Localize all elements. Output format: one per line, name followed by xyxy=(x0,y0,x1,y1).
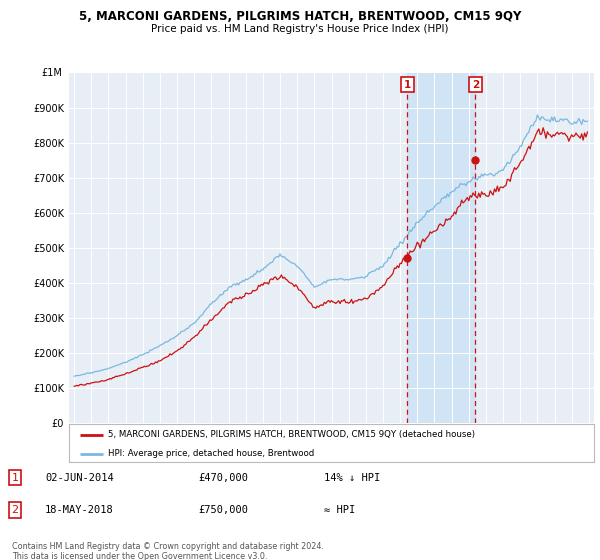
Text: ≈ HPI: ≈ HPI xyxy=(324,505,355,515)
Text: £1M: £1M xyxy=(41,68,62,78)
Text: £750,000: £750,000 xyxy=(198,505,248,515)
Bar xyxy=(407,73,475,423)
Text: Price paid vs. HM Land Registry's House Price Index (HPI): Price paid vs. HM Land Registry's House … xyxy=(151,24,449,34)
Text: HPI: Average price, detached house, Brentwood: HPI: Average price, detached house, Bren… xyxy=(109,449,314,458)
Text: 1: 1 xyxy=(404,80,411,90)
Text: Contains HM Land Registry data © Crown copyright and database right 2024.
This d: Contains HM Land Registry data © Crown c… xyxy=(12,542,324,560)
Text: 2: 2 xyxy=(11,505,19,515)
Text: 02-JUN-2014: 02-JUN-2014 xyxy=(45,473,114,483)
Text: 5, MARCONI GARDENS, PILGRIMS HATCH, BRENTWOOD, CM15 9QY: 5, MARCONI GARDENS, PILGRIMS HATCH, BREN… xyxy=(79,10,521,23)
Text: £470,000: £470,000 xyxy=(198,473,248,483)
Text: 1: 1 xyxy=(11,473,19,483)
Text: 2: 2 xyxy=(472,80,479,90)
Text: 5, MARCONI GARDENS, PILGRIMS HATCH, BRENTWOOD, CM15 9QY (detached house): 5, MARCONI GARDENS, PILGRIMS HATCH, BREN… xyxy=(109,430,475,439)
Text: 18-MAY-2018: 18-MAY-2018 xyxy=(45,505,114,515)
Text: 14% ↓ HPI: 14% ↓ HPI xyxy=(324,473,380,483)
